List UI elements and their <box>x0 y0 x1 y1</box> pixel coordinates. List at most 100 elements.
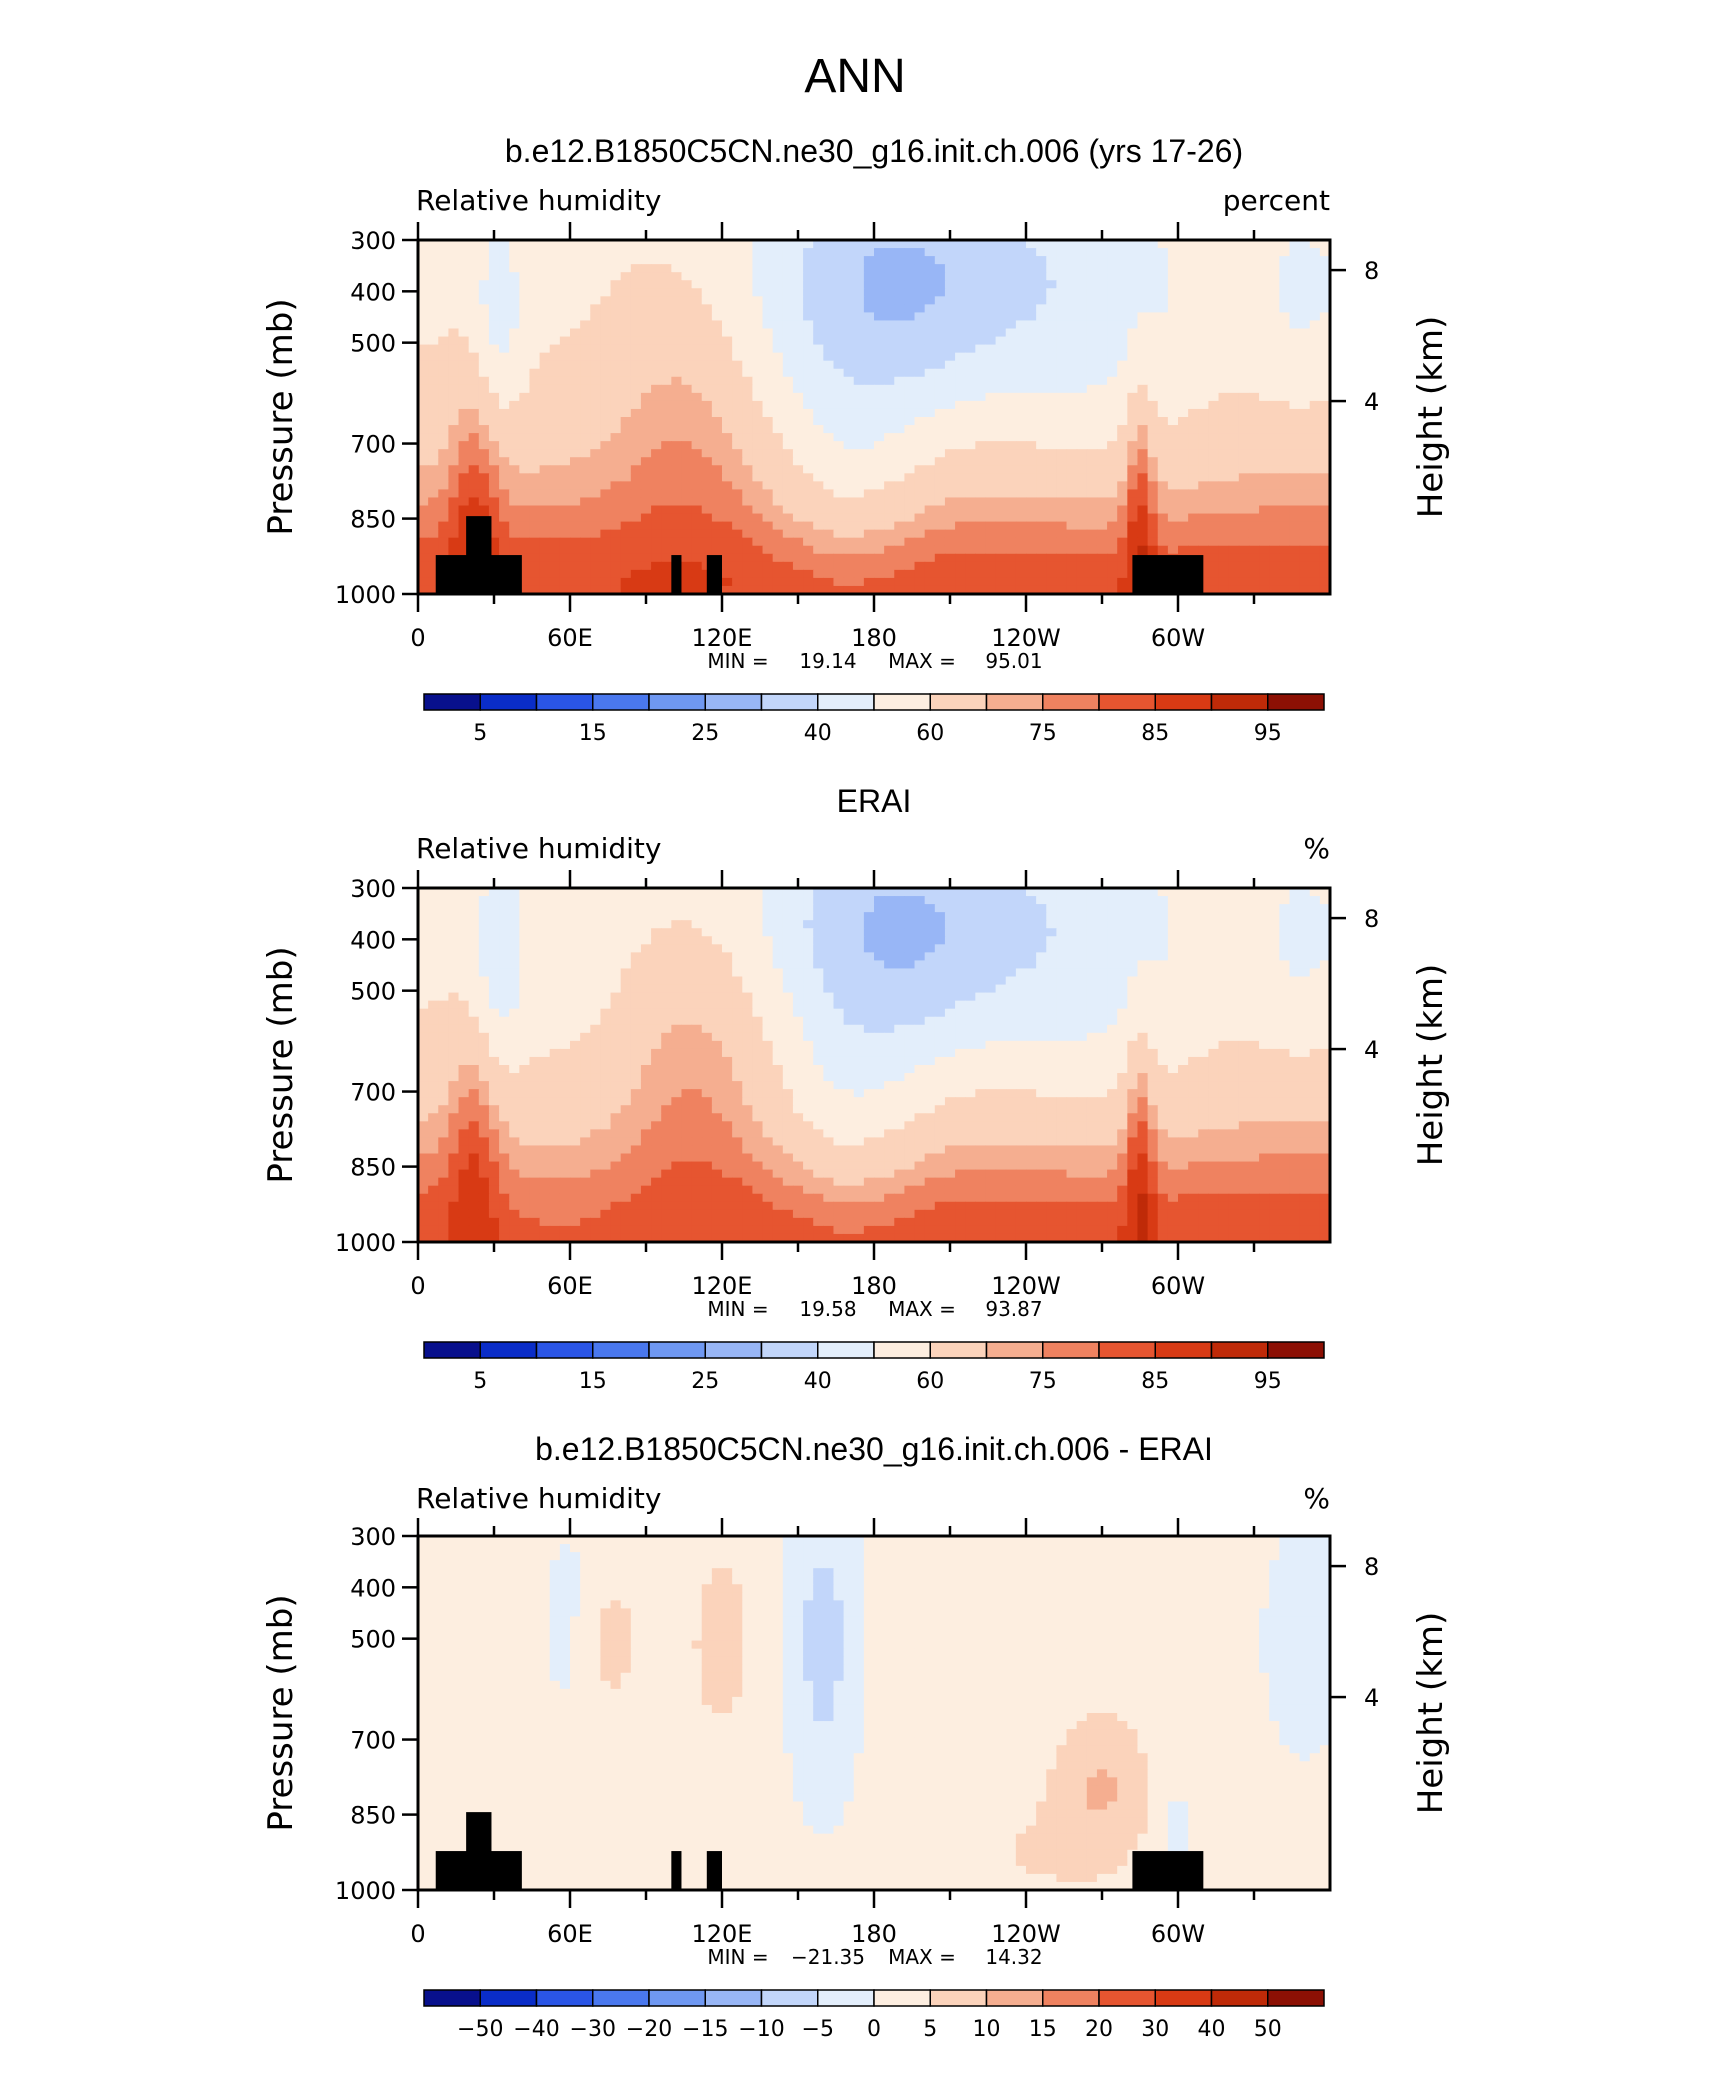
heatmap-cell <box>945 489 956 498</box>
heatmap-cell <box>1239 465 1250 474</box>
heatmap-cell <box>580 960 591 969</box>
heatmap-cell <box>509 345 520 354</box>
heatmap-cell <box>418 904 429 913</box>
heatmap-cell <box>590 425 601 434</box>
heatmap-cell <box>1229 441 1240 450</box>
heatmap-cell <box>428 385 439 394</box>
heatmap-cell <box>864 369 875 378</box>
heatmap-cell <box>1300 248 1311 257</box>
heatmap-cell <box>550 377 561 386</box>
heatmap-cell <box>925 473 936 482</box>
heatmap-cell <box>631 409 642 418</box>
heatmap-cell <box>803 506 814 515</box>
heatmap-cell <box>469 896 480 905</box>
panel-title: b.e12.B1850C5CN.ne30_g16.init.ch.006 (yr… <box>505 133 1243 169</box>
heatmap-cell <box>1259 936 1270 945</box>
heatmap-cell <box>1310 433 1321 442</box>
heatmap-cell <box>1219 417 1230 426</box>
heatmap-cell <box>580 417 591 426</box>
heatmap-cell <box>499 401 510 410</box>
heatmap-cell <box>803 473 814 482</box>
heatmap-cell <box>773 425 784 434</box>
heatmap-cell <box>752 425 763 434</box>
heatmap-cell <box>428 506 439 515</box>
heatmap-cell <box>1148 377 1159 386</box>
heatmap-cell <box>763 337 774 346</box>
heatmap-cell <box>1067 457 1078 466</box>
heatmap-cell <box>844 936 855 945</box>
heatmap-cell <box>600 952 611 961</box>
heatmap-cell <box>915 481 926 490</box>
heatmap-cell <box>874 304 885 313</box>
heatmap-cell <box>1269 329 1280 338</box>
heatmap-cell <box>1016 952 1027 961</box>
heatmap-cell <box>935 449 946 458</box>
heatmap-cell <box>550 481 561 490</box>
heatmap-cell <box>681 896 692 905</box>
heatmap-cell <box>1229 497 1240 506</box>
heatmap-cell <box>773 522 784 531</box>
heatmap-cell <box>1107 522 1118 531</box>
heatmap-cell <box>1168 506 1179 515</box>
heatmap-cell <box>854 272 865 281</box>
heatmap-cell <box>773 968 784 977</box>
heatmap-cell <box>1046 393 1057 402</box>
heatmap-cell <box>904 578 915 587</box>
heatmap-cell <box>1310 562 1321 571</box>
heatmap-cell <box>702 538 713 547</box>
heatmap-cell <box>560 896 571 905</box>
heatmap-cell <box>570 465 581 474</box>
heatmap-cell <box>641 312 652 321</box>
heatmap-cell <box>1249 497 1260 506</box>
heatmap-cell <box>1178 385 1189 394</box>
heatmap-cell <box>1046 304 1057 313</box>
heatmap-cell <box>793 425 804 434</box>
heatmap-cell <box>1158 449 1169 458</box>
heatmap-cell <box>1188 920 1199 929</box>
heatmap-cell <box>915 514 926 523</box>
heatmap-cell <box>884 554 895 563</box>
heatmap-cell <box>702 385 713 394</box>
heatmap-cell <box>1087 473 1098 482</box>
heatmap-cell <box>428 928 439 937</box>
heatmap-cell <box>1259 473 1270 482</box>
heatmap-cell <box>1279 481 1290 490</box>
heatmap-cell <box>1056 904 1067 913</box>
heatmap-cell <box>1127 353 1138 362</box>
heatmap-cell <box>509 481 520 490</box>
heatmap-cell <box>692 481 703 490</box>
heatmap-cell <box>1077 433 1088 442</box>
heatmap-cell <box>702 473 713 482</box>
heatmap-cell <box>1158 514 1169 523</box>
heatmap-cell <box>469 337 480 346</box>
heatmap-cell <box>813 968 824 977</box>
heatmap-cell <box>803 353 814 362</box>
heatmap-cell <box>763 481 774 490</box>
heatmap-cell <box>560 928 571 937</box>
heatmap-cell <box>702 353 713 362</box>
heatmap-cell <box>550 441 561 450</box>
heatmap-cell <box>459 952 470 961</box>
heatmap-cell <box>925 345 936 354</box>
heatmap-cell <box>1198 497 1209 506</box>
heatmap-cell <box>1046 353 1057 362</box>
heatmap-cell <box>965 546 976 555</box>
heatmap-cell <box>1259 385 1270 394</box>
heatmap-cell <box>915 385 926 394</box>
heatmap-cell <box>1219 952 1230 961</box>
heatmap-cell <box>428 425 439 434</box>
heatmap-cell <box>631 912 642 921</box>
heatmap-cell <box>550 304 561 313</box>
heatmap-cell <box>904 920 915 929</box>
heatmap-cell <box>540 457 551 466</box>
heatmap-cell <box>600 497 611 506</box>
heatmap-cell <box>418 441 429 450</box>
heatmap-cell <box>1310 473 1321 482</box>
heatmap-cell <box>428 337 439 346</box>
heatmap-cell <box>621 578 632 587</box>
heatmap-cell <box>590 465 601 474</box>
heatmap-cell <box>1300 377 1311 386</box>
heatmap-cell <box>1107 896 1118 905</box>
heatmap-cell <box>489 256 500 265</box>
heatmap-cell <box>1259 904 1270 913</box>
